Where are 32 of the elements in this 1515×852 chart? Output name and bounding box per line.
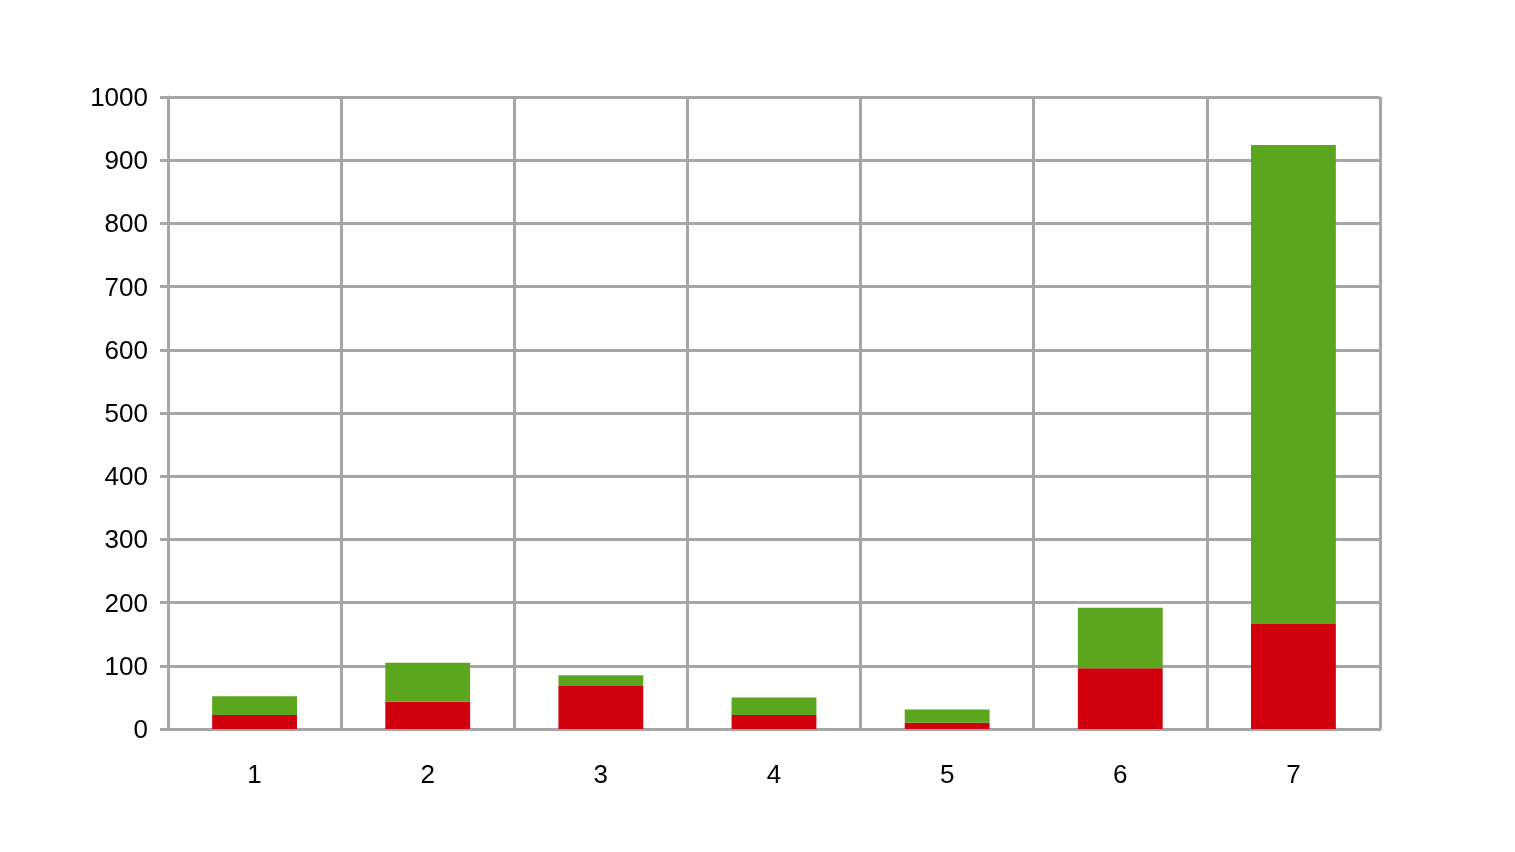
y-tick-label: 500 [104,398,148,428]
bar [1251,145,1336,625]
x-tick-label: 3 [593,759,609,789]
y-tick-label: 700 [104,271,148,302]
y-tick-label: 800 [104,208,148,239]
y-tick-label: 400 [104,461,148,492]
bar [1077,607,1163,669]
y-tick-label: 200 [104,587,148,618]
bar [1077,668,1163,729]
x-tick-label: 1 [247,759,262,789]
y-tick-label: 1000 [90,82,148,112]
y-tick-label: 600 [104,334,148,365]
bar [731,697,817,716]
bar [1251,624,1336,729]
x-tick-label: 5 [939,759,955,789]
y-tick-label: 100 [104,650,148,681]
bar [385,701,471,729]
y-tick-label: 0 [133,714,148,744]
y-tick-label: 300 [104,524,148,555]
bar [558,675,644,687]
x-tick-label: 2 [420,759,435,789]
x-tick-label: 4 [766,759,782,789]
y-tick-label: 900 [104,145,148,176]
x-tick-label: 7 [1286,759,1301,789]
bar [904,722,990,729]
bar [731,715,817,729]
bar [212,696,297,716]
bar [212,715,297,729]
bar [904,709,990,723]
x-tick-label: 6 [1113,759,1128,789]
bar [558,686,644,729]
bar [385,662,471,702]
